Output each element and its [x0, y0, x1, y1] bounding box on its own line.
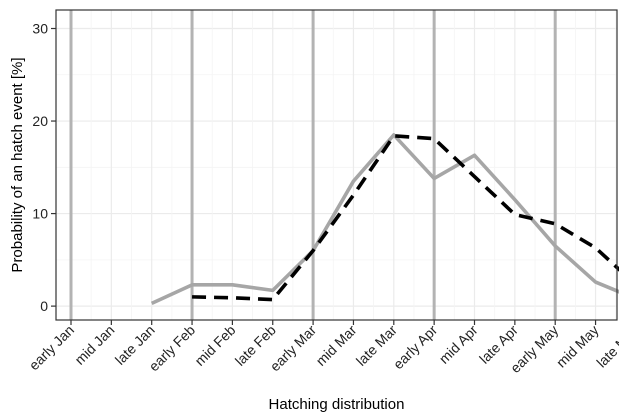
y-tick-label: 20: [32, 113, 48, 129]
y-tick-label: 0: [40, 298, 48, 314]
x-axis-title: Hatching distribution: [269, 396, 405, 413]
x-tick-label: early Apr: [390, 322, 441, 373]
x-tick-label: mid Feb: [191, 322, 238, 369]
x-tick-label: mid Jan: [71, 322, 117, 368]
series-line-2: [192, 134, 619, 302]
y-axis-title: Probability of an hatch event [%]: [9, 57, 26, 272]
panel-border: [55, 9, 618, 321]
grid: [56, 10, 617, 320]
series-line-1: [150, 133, 619, 305]
x-tick-label: early Jan: [26, 322, 77, 373]
y-tick-label: 30: [32, 21, 48, 37]
x-tick-label: mid May: [553, 322, 602, 371]
y-tick-label: 10: [32, 206, 48, 222]
x-tick-label: mid Apr: [436, 322, 481, 367]
x-tick-label: mid Mar: [313, 322, 360, 369]
series: [150, 133, 619, 305]
